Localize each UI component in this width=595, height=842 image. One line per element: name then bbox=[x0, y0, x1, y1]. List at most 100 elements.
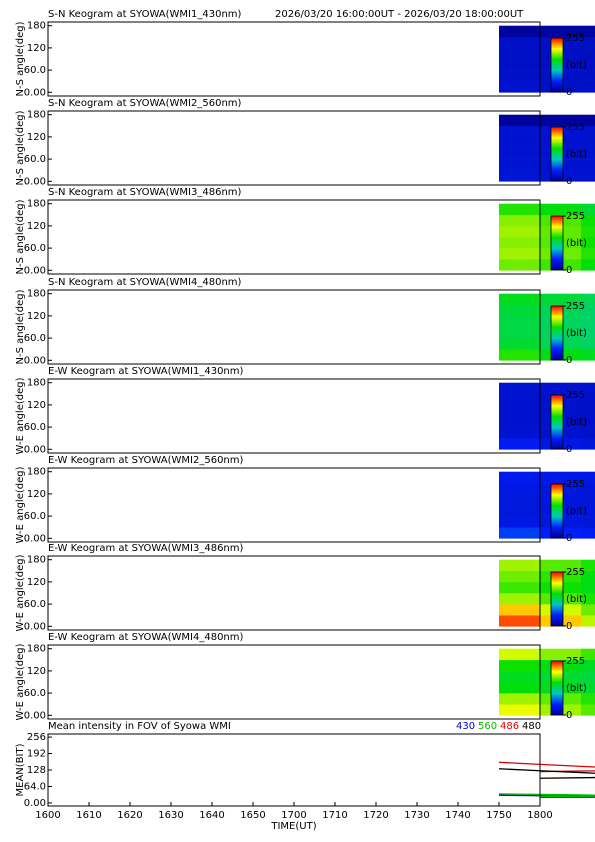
y-tick-label: 0.00 bbox=[24, 621, 46, 632]
colorbar-label: 0 bbox=[566, 710, 572, 721]
legend-entry: 560 bbox=[478, 721, 497, 732]
y-tick-label: 180 bbox=[27, 21, 46, 32]
y-axis-label: W-E angle(deg) bbox=[15, 554, 26, 631]
heatmap-cell bbox=[499, 136, 541, 149]
colorbar-unit: (bit) bbox=[566, 594, 587, 605]
heatmap-cell bbox=[499, 648, 541, 661]
heatmap-cell bbox=[581, 648, 595, 661]
heatmap-cell bbox=[499, 315, 541, 328]
y-tick-label: 120 bbox=[27, 577, 46, 588]
y-tick-label: 120 bbox=[27, 43, 46, 54]
heatmap-cell bbox=[581, 338, 595, 350]
y-tick-label: 256 bbox=[27, 732, 46, 743]
heatmap-cell bbox=[581, 559, 595, 572]
colorbar bbox=[550, 394, 564, 450]
y-tick-label: 180 bbox=[27, 289, 46, 300]
series-line bbox=[498, 761, 595, 773]
colorbar-label: 0 bbox=[566, 621, 572, 632]
panel-title: S-N Keogram at SYOWA(WMI2_560nm) bbox=[48, 98, 242, 109]
heatmap-cell bbox=[499, 615, 541, 627]
colorbar bbox=[550, 305, 564, 361]
colorbar-label: 0 bbox=[566, 355, 572, 366]
heatmap-cell bbox=[499, 159, 541, 171]
y-tick-label: 192 bbox=[27, 749, 46, 760]
heatmap-cell bbox=[581, 237, 595, 249]
heatmap-cell bbox=[499, 382, 541, 395]
x-tick-label: 1600 bbox=[35, 810, 60, 821]
colorbar-label: 255 bbox=[566, 211, 585, 222]
y-axis-label: MEAN(BIT) bbox=[15, 743, 26, 796]
heatmap-cell bbox=[499, 148, 541, 160]
heatmap-cell bbox=[499, 114, 541, 127]
y-tick-label: 180 bbox=[27, 378, 46, 389]
heatmap-cell bbox=[581, 259, 595, 271]
series-line bbox=[498, 794, 595, 798]
heatmap-cell bbox=[581, 704, 595, 716]
colorbar-unit: (bit) bbox=[566, 328, 587, 339]
colorbar-unit: (bit) bbox=[566, 506, 587, 517]
heatmap-cell bbox=[581, 214, 595, 227]
colorbar bbox=[550, 660, 564, 716]
heatmap-cell bbox=[581, 404, 595, 417]
heatmap-cell bbox=[581, 36, 595, 49]
heatmap-cell bbox=[581, 693, 595, 705]
heatmap-cell bbox=[540, 471, 582, 484]
panel-title: Mean intensity in FOV of Syowa WMI bbox=[48, 721, 231, 732]
heatmap-cell bbox=[499, 559, 541, 572]
heatmap-cell bbox=[499, 125, 541, 138]
heatmap-cell bbox=[499, 482, 541, 495]
panel-title: S-N Keogram at SYOWA(WMI1_430nm) bbox=[48, 9, 242, 20]
heatmap-cell bbox=[581, 570, 595, 583]
heatmap-cell bbox=[540, 382, 582, 395]
heatmap-cell bbox=[499, 593, 541, 605]
x-tick-label: 1800 bbox=[527, 810, 552, 821]
heatmap-cell bbox=[581, 47, 595, 60]
heatmap-cell bbox=[540, 648, 582, 661]
x-tick-label: 1700 bbox=[281, 810, 306, 821]
plot-frame bbox=[47, 199, 541, 275]
heatmap-cell bbox=[581, 393, 595, 406]
heatmap-cell bbox=[581, 615, 595, 627]
legend-entry: 430 bbox=[456, 721, 475, 732]
plot-frame bbox=[47, 289, 541, 365]
heatmap-cell bbox=[581, 427, 595, 439]
heatmap-cell bbox=[581, 293, 595, 306]
heatmap-cell bbox=[499, 693, 541, 705]
heatmap-cell bbox=[499, 293, 541, 306]
heatmap-cell bbox=[499, 438, 541, 450]
heatmap-cell bbox=[499, 404, 541, 417]
colorbar-label: 255 bbox=[566, 33, 585, 44]
heatmap-cell bbox=[499, 704, 541, 716]
panel-subtitle: 2026/03/20 16:00:00UT - 2026/03/20 18:00… bbox=[275, 9, 524, 20]
heatmap-cell bbox=[540, 293, 582, 306]
colorbar bbox=[550, 215, 564, 271]
heatmap-cell bbox=[581, 604, 595, 616]
y-tick-label: 60.0 bbox=[24, 243, 46, 254]
heatmap-cell bbox=[499, 170, 541, 182]
heatmap-cell bbox=[581, 382, 595, 395]
heatmap-cell bbox=[499, 471, 541, 484]
y-tick-label: 60.0 bbox=[24, 65, 46, 76]
colorbar-label: 0 bbox=[566, 533, 572, 544]
plot-frame bbox=[47, 555, 541, 631]
heatmap-cell bbox=[499, 516, 541, 528]
heatmap-cell bbox=[581, 516, 595, 528]
heatmap-cell bbox=[499, 505, 541, 517]
colorbar-label: 255 bbox=[566, 479, 585, 490]
y-tick-label: 0.00 bbox=[24, 87, 46, 98]
heatmap-cell bbox=[499, 59, 541, 71]
heatmap-cell bbox=[499, 493, 541, 506]
y-tick-label: 0.00 bbox=[24, 444, 46, 455]
heatmap-cell bbox=[581, 505, 595, 517]
heatmap-cell bbox=[540, 559, 582, 572]
panel-title: E-W Keogram at SYOWA(WMI2_560nm) bbox=[48, 455, 244, 466]
heatmap-cell bbox=[581, 416, 595, 428]
heatmap-cell bbox=[581, 659, 595, 672]
legend-entry: 480 bbox=[522, 721, 541, 732]
x-tick-label: 1740 bbox=[445, 810, 470, 821]
heatmap-cell bbox=[499, 327, 541, 339]
heatmap-cell bbox=[581, 25, 595, 38]
colorbar-label: 255 bbox=[566, 656, 585, 667]
heatmap-cell bbox=[499, 427, 541, 439]
heatmap-cell bbox=[581, 670, 595, 683]
